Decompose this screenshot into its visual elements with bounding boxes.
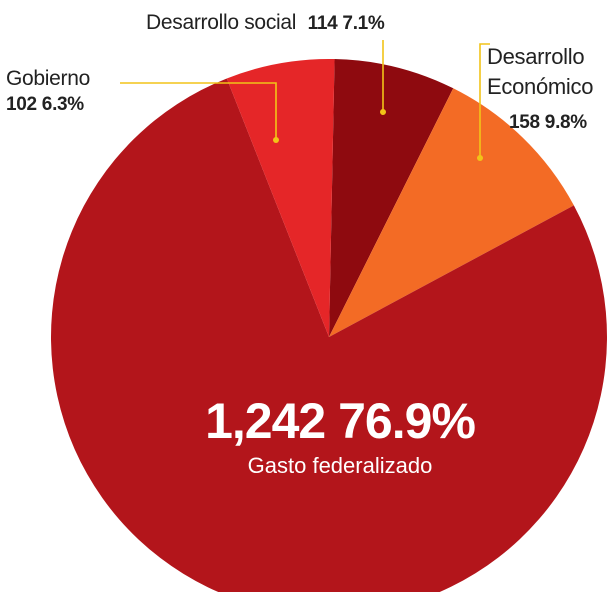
gobierno-value: 102 6.3% <box>6 92 90 118</box>
gasto-federalizado-name: Gasto federalizado <box>247 453 433 478</box>
desarrollo-economico-value: 158 9.8% <box>509 108 593 138</box>
desarrollo-social-percent: 7.1% <box>342 13 385 34</box>
desarrollo-social-name: Desarrollo social <box>146 11 297 34</box>
gasto-federalizado-amount: 1,242 <box>205 393 326 449</box>
label-gasto-federalizado: 1,242 76.9% Gasto federalizado <box>190 392 490 480</box>
desarrollo-social-amount: 114 <box>307 13 338 34</box>
leader-line-desarrollo-economico <box>479 43 490 158</box>
slice-gasto-federalizado <box>50 78 607 592</box>
label-gobierno: Gobierno 102 6.3% <box>6 66 90 118</box>
leader-dot-gobierno <box>273 137 279 143</box>
desarrollo-economico-name: Desarrollo Económico <box>487 44 594 99</box>
leader-dot-desarrollo-economico <box>477 155 483 161</box>
label-desarrollo-economico: Desarrollo Económico 158 9.8% <box>487 42 593 138</box>
leader-line-gobierno <box>120 82 277 140</box>
gobierno-amount: 102 <box>6 94 37 115</box>
desarrollo-economico-percent: 9.8% <box>544 112 587 133</box>
pie-slices <box>50 59 607 592</box>
slice-gobierno <box>226 59 335 338</box>
label-desarrollo-social: Desarrollo social 114 7.1% <box>146 10 385 37</box>
gasto-federalizado-percent: 76.9% <box>338 393 476 449</box>
leader-dot-desarrollo-social <box>380 109 386 115</box>
slice-desarrollo-social <box>329 59 454 338</box>
gobierno-percent: 6.3% <box>41 94 84 115</box>
leader-lines <box>120 40 490 161</box>
desarrollo-economico-amount: 158 <box>509 112 540 133</box>
desarrollo-social-value: 114 7.1% <box>308 13 385 34</box>
slice-desarrollo-economico <box>329 88 574 337</box>
gasto-federalizado-value: 1,242 76.9% <box>190 392 490 450</box>
gobierno-name: Gobierno <box>6 67 90 90</box>
